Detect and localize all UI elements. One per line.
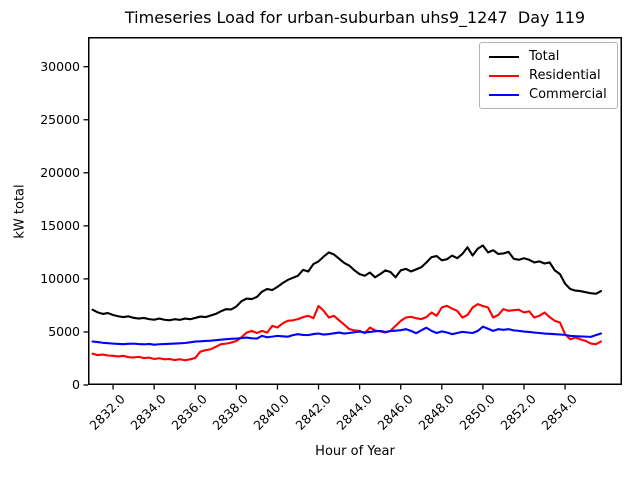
y-tick-label: 30000 xyxy=(40,58,80,74)
y-tick-label: 5000 xyxy=(48,323,80,339)
legend-label: Commercial xyxy=(529,87,607,102)
x-tick-label: 2838.0 xyxy=(209,391,252,433)
legend: Total Residential Commercial xyxy=(479,42,618,109)
plot-canvas xyxy=(83,37,622,390)
total-line-swatch xyxy=(489,55,519,59)
x-tick-label: 2840.0 xyxy=(250,391,293,433)
x-tick-label: 2844.0 xyxy=(332,391,375,433)
x-tick-label: 2854.0 xyxy=(538,391,580,433)
series-commercial-line xyxy=(91,325,603,346)
plot-area xyxy=(83,37,622,390)
axes-spines xyxy=(88,37,622,385)
legend-label: Residential xyxy=(529,68,601,83)
x-tick-label: 2836.0 xyxy=(168,391,211,433)
x-tick-label: 2848.0 xyxy=(415,391,457,433)
x-tick-label: 2852.0 xyxy=(497,391,539,433)
commercial-line-swatch xyxy=(489,93,519,97)
x-tick-label: 2832.0 xyxy=(86,391,128,433)
legend-label: Total xyxy=(529,49,560,64)
legend-item-total: Total xyxy=(489,48,609,66)
y-tick-label: 10000 xyxy=(40,270,80,286)
x-axis-label: Hour of Year xyxy=(315,444,395,459)
legend-item-commercial: Commercial xyxy=(489,86,609,104)
x-tick-label: 2834.0 xyxy=(127,391,170,433)
y-tick-label: 25000 xyxy=(40,111,80,127)
y-tick-label: 15000 xyxy=(40,217,80,233)
y-tick-label: 0 xyxy=(72,377,80,392)
x-tick-label: 2850.0 xyxy=(456,391,498,433)
x-tick-label: 2846.0 xyxy=(374,391,416,433)
series-residential-line xyxy=(91,303,603,362)
chart-title: Timeseries Load for urban-suburban uhs9_… xyxy=(124,8,586,27)
y-tick-label: 20000 xyxy=(40,164,80,180)
series-total-line xyxy=(91,244,603,322)
x-tick-label: 2842.0 xyxy=(291,391,334,433)
residential-line-swatch xyxy=(489,74,519,78)
legend-item-residential: Residential xyxy=(489,67,609,85)
